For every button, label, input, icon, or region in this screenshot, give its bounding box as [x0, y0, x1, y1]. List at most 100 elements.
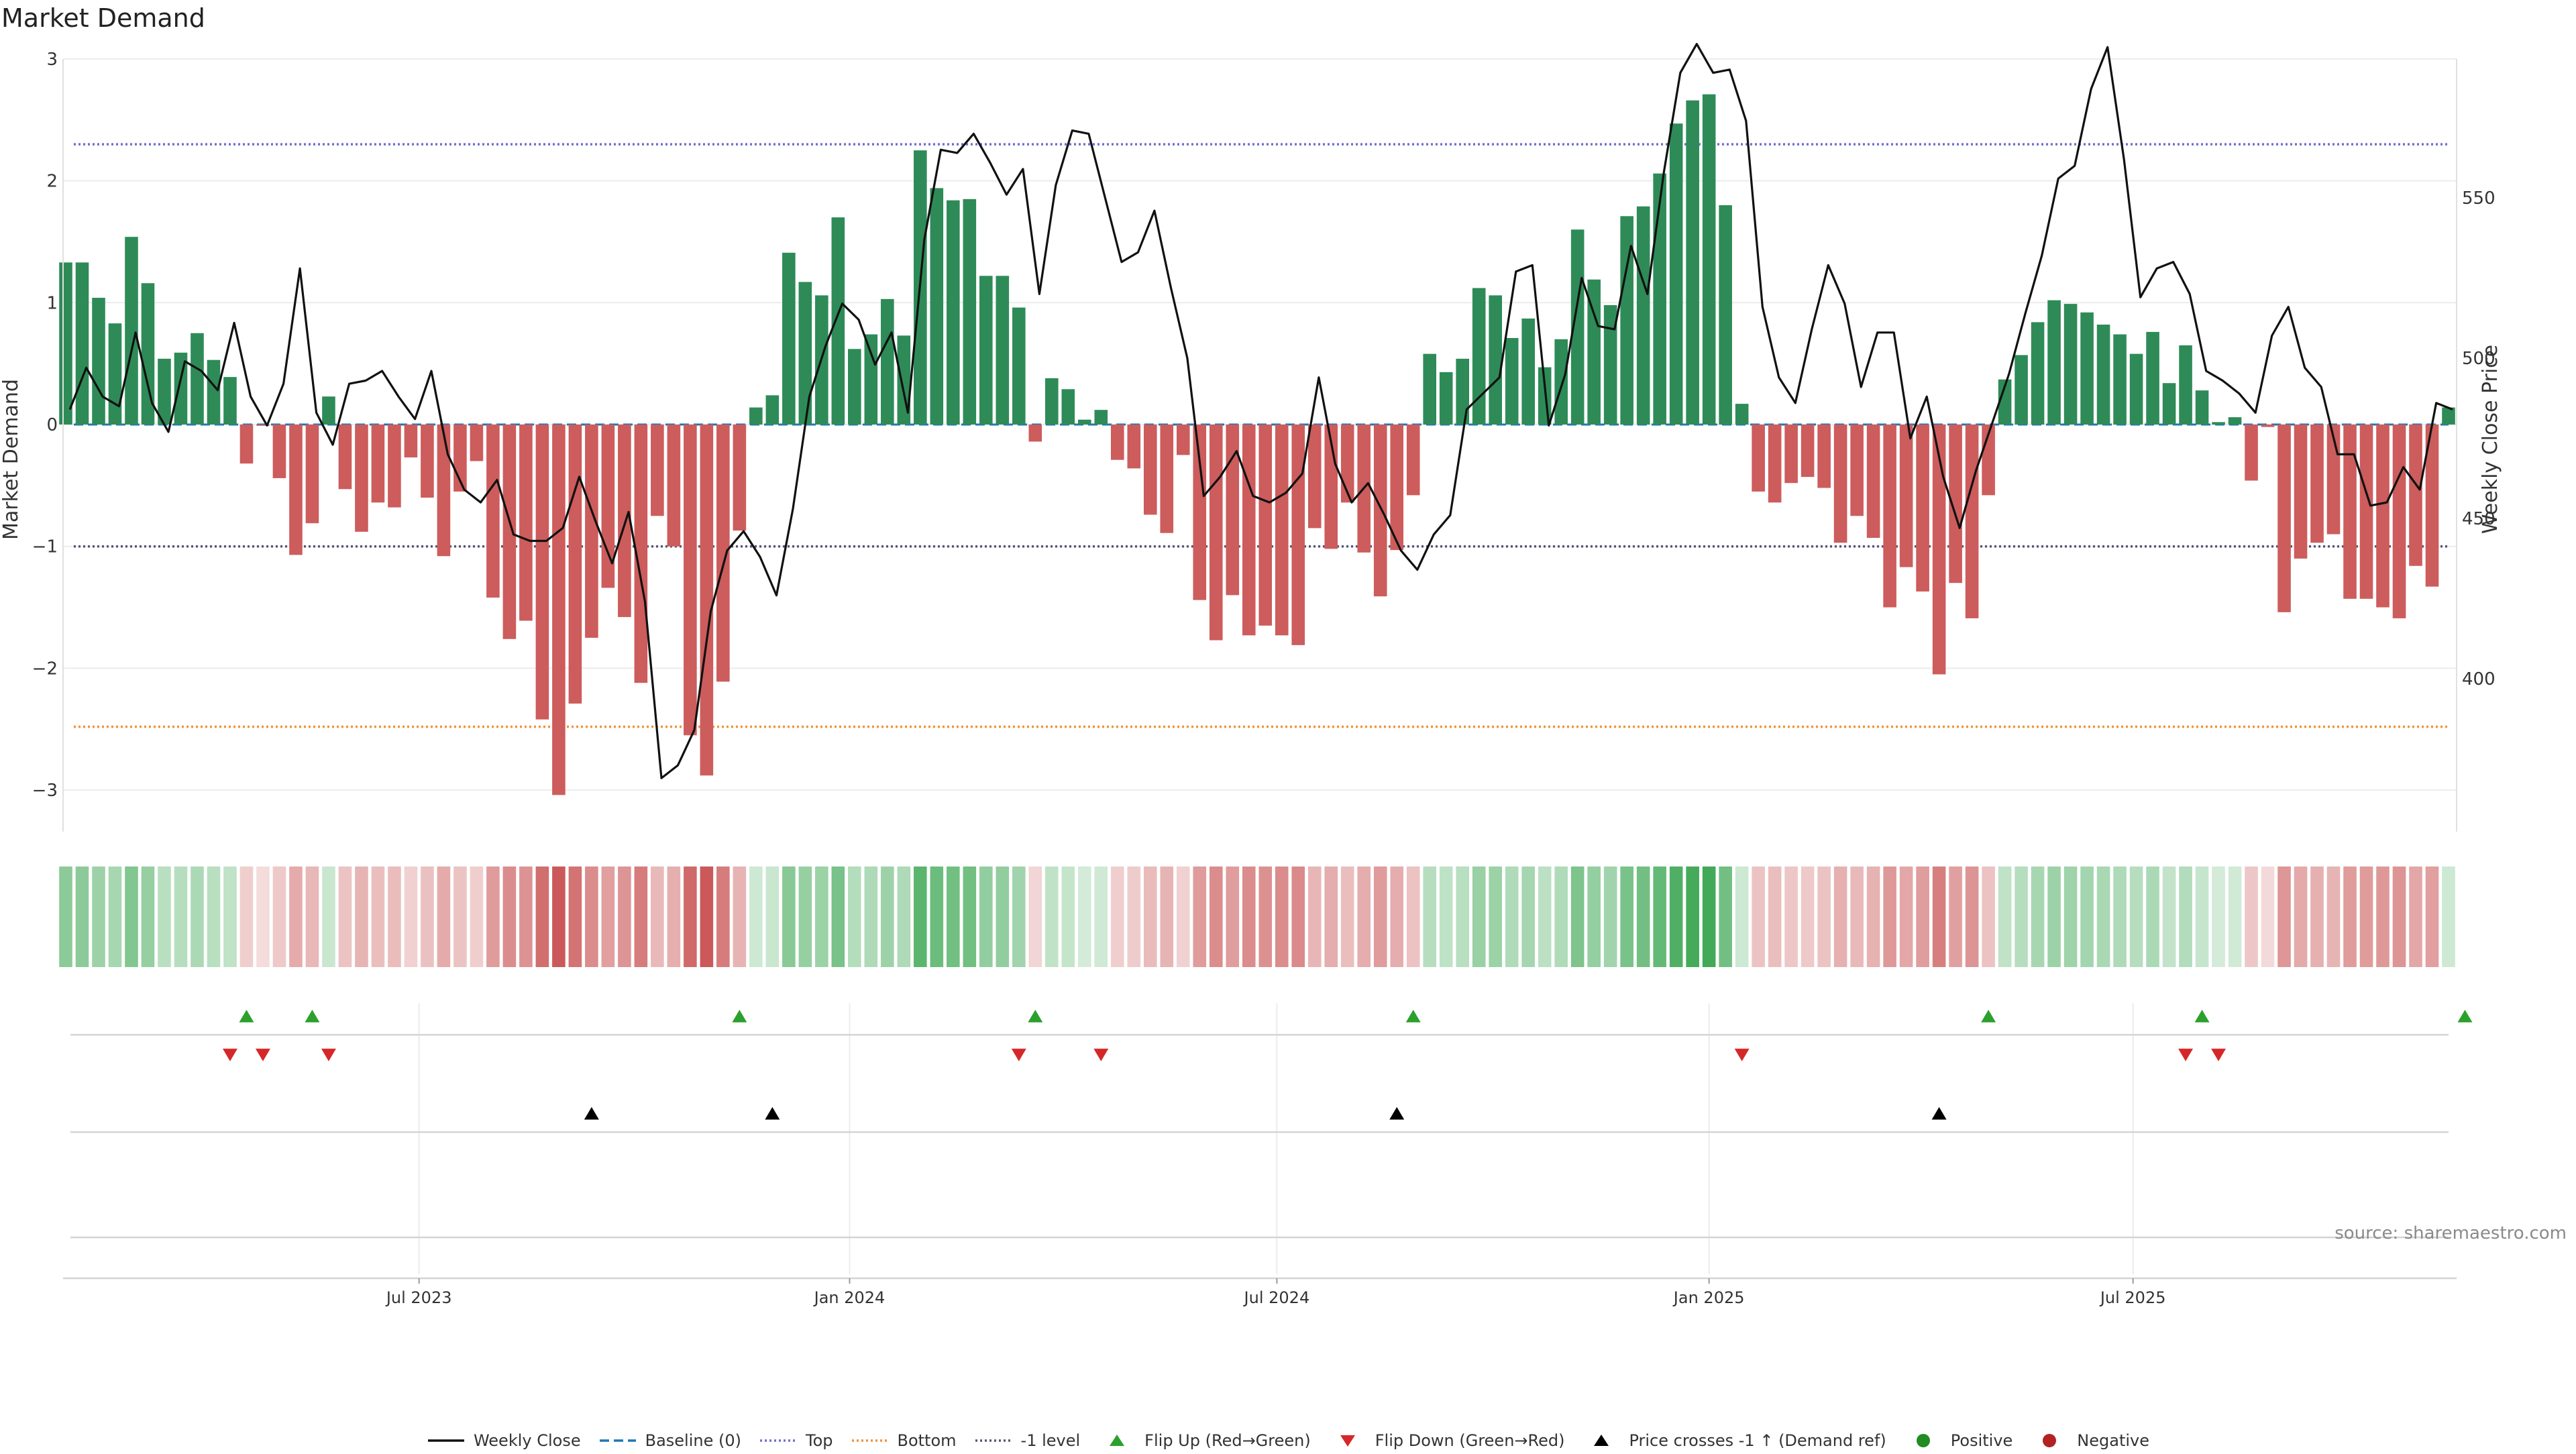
- demand-bar: [1620, 216, 1633, 425]
- demand-bar: [108, 323, 122, 425]
- demand-bar: [1735, 404, 1749, 425]
- demand-bar: [338, 425, 352, 490]
- legend-label: Positive: [1950, 1431, 2013, 1450]
- heat-cell: [815, 866, 828, 967]
- heat-cell: [930, 866, 944, 967]
- heat-cell: [601, 866, 615, 967]
- heat-cell: [1735, 866, 1749, 967]
- heat-cell: [963, 866, 977, 967]
- heat-cell: [881, 866, 894, 967]
- heat-cell: [733, 866, 747, 967]
- y2-tick-label: 450: [2462, 509, 2496, 529]
- heat-cell: [1390, 866, 1404, 967]
- heat-cell: [2245, 866, 2258, 967]
- demand-bar: [2359, 425, 2373, 599]
- legend-swatch: [1594, 1435, 1609, 1446]
- heat-cell: [92, 866, 105, 967]
- heat-cell: [1669, 866, 1683, 967]
- heat-cell: [2031, 866, 2045, 967]
- demand-bar: [2129, 353, 2143, 425]
- heat-cell: [634, 866, 648, 967]
- demand-bar: [2063, 304, 2078, 425]
- flip-up-marker: [1405, 1009, 1421, 1023]
- demand-bar: [1143, 425, 1157, 515]
- flip-up-marker: [305, 1009, 320, 1023]
- y2-tick-label: 550: [2462, 188, 2496, 209]
- heat-cell: [453, 866, 467, 967]
- heat-cell: [996, 866, 1010, 967]
- heat-cell: [651, 866, 664, 967]
- y-tick-label: 1: [46, 293, 58, 313]
- demand-bar: [651, 425, 664, 516]
- demand-bar: [2096, 325, 2110, 425]
- heat-cell: [1406, 866, 1420, 967]
- demand-bar: [486, 425, 500, 598]
- demand-bar: [1275, 425, 1289, 636]
- heat-cell: [2162, 866, 2176, 967]
- demand-bar: [2294, 425, 2308, 559]
- heat-cell: [1521, 866, 1535, 967]
- demand-bar: [470, 425, 484, 461]
- demand-bar: [1176, 425, 1190, 455]
- demand-bar: [2425, 425, 2439, 587]
- heat-cell: [322, 866, 335, 967]
- demand-bar: [1242, 425, 1256, 636]
- demand-bar: [2195, 390, 2209, 425]
- heat-cell: [1801, 866, 1815, 967]
- heat-cell: [2015, 866, 2028, 967]
- demand-bar: [1850, 425, 1864, 516]
- heat-cell: [2113, 866, 2127, 967]
- heat-cell: [1702, 866, 1716, 967]
- demand-bar: [1307, 425, 1322, 528]
- heat-cell: [1209, 866, 1223, 967]
- x-axis-ticks: Jul 2023 Jan 2024 Jul 2024 Jan 2025 Jul 2025: [385, 1278, 2166, 1307]
- demand-bar: [1521, 318, 1535, 425]
- demand-bar: [519, 425, 533, 621]
- heat-cell: [568, 866, 582, 967]
- flip-up-marker: [732, 1009, 747, 1023]
- heat-cell: [782, 866, 796, 967]
- heat-cell: [1883, 866, 1896, 967]
- heat-cell: [1719, 866, 1732, 967]
- demand-bar: [963, 199, 977, 425]
- demand-bar: [1505, 337, 1519, 425]
- legend-swatch: [1916, 1434, 1930, 1447]
- legend-triangle-up: [1110, 1435, 1125, 1446]
- demand-bar: [1883, 425, 1896, 608]
- heat-cell: [191, 866, 204, 967]
- x-tick-label: Jul 2024: [1243, 1288, 1310, 1307]
- demand-bar: [75, 262, 89, 425]
- heat-cell: [2063, 866, 2078, 967]
- heat-cell: [1291, 866, 1305, 967]
- heat-cell: [338, 866, 352, 967]
- demand-bar: [272, 425, 286, 478]
- demand-bar: [1916, 425, 1929, 592]
- heat-cell: [1636, 866, 1650, 967]
- demand-bar: [239, 425, 254, 464]
- heat-cell: [2409, 866, 2422, 967]
- demand-bar: [2212, 422, 2225, 425]
- demand-bar: [2031, 322, 2045, 425]
- demand-bar: [2047, 300, 2061, 425]
- demand-bar: [1209, 425, 1223, 640]
- heat-cell: [486, 866, 500, 967]
- demand-bar: [1669, 123, 1683, 425]
- demand-bars: [59, 94, 2455, 795]
- flip-down-marker: [1011, 1048, 1026, 1062]
- demand-bar: [1406, 425, 1420, 496]
- demand-bar: [1127, 425, 1141, 469]
- heat-cell: [437, 866, 451, 967]
- heat-cell: [1439, 866, 1453, 967]
- demand-bar: [2442, 407, 2455, 425]
- demand-bar: [1044, 378, 1059, 425]
- demand-bar: [289, 425, 303, 555]
- demand-bar: [1489, 295, 1502, 425]
- legend: Weekly Close Baseline (0) Top Bottom -1 leve…: [0, 1427, 2576, 1454]
- demand-bar: [1768, 425, 1782, 503]
- flip-down-marker: [222, 1048, 237, 1062]
- demand-bar: [1587, 279, 1601, 425]
- demand-bar: [996, 276, 1010, 425]
- demand-bar: [568, 425, 582, 704]
- demand-bar: [2015, 355, 2028, 425]
- price-cross-marker: [584, 1107, 599, 1120]
